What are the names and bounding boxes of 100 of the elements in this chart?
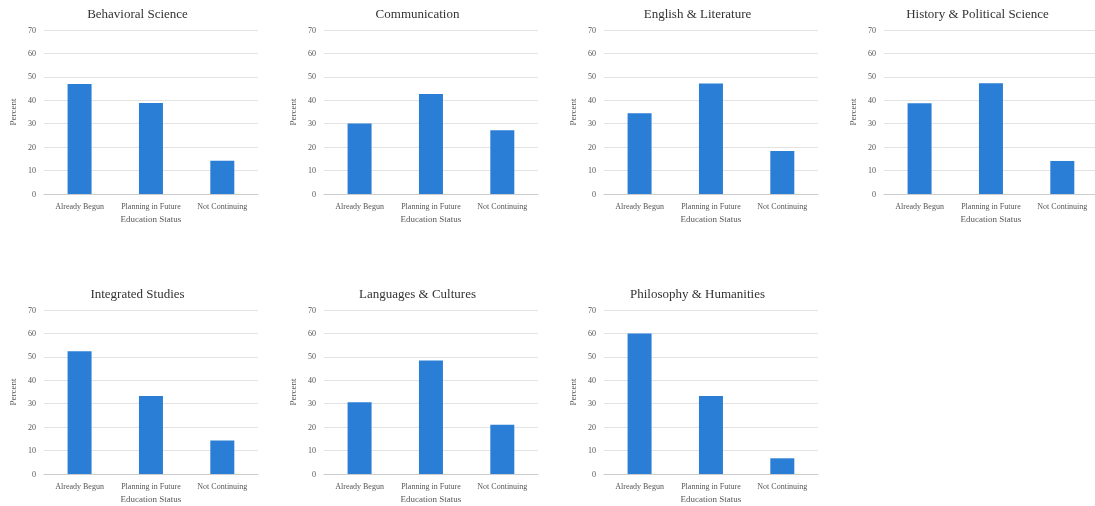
y-tick-label: 0 [591, 469, 596, 479]
bar [138, 103, 163, 194]
x-tick-label: Planning in Future [961, 201, 1022, 211]
bar [698, 395, 723, 474]
bar [978, 83, 1003, 194]
y-tick-label: 30 [307, 119, 316, 129]
y-tick-label: 30 [867, 119, 876, 129]
y-tick-label: 60 [27, 48, 36, 58]
y-tick-label: 60 [587, 48, 596, 58]
x-axis-title: Education Status [680, 214, 742, 225]
y-tick-label: 40 [867, 95, 876, 105]
bar [67, 83, 92, 194]
y-tick-label: 20 [587, 422, 596, 432]
x-axis-title: Education Status [120, 494, 182, 505]
y-axis-title: Percent [287, 98, 298, 126]
chart-title: History & Political Science [906, 6, 1050, 21]
x-tick-label: Planning in Future [121, 481, 182, 491]
y-tick-label: 0 [31, 189, 36, 199]
y-tick-label: 40 [587, 375, 596, 385]
bar [490, 424, 515, 474]
y-tick-label: 40 [307, 375, 316, 385]
y-tick-label: 30 [587, 119, 596, 129]
y-tick-label: 70 [307, 305, 316, 315]
x-axis-title: Education Status [960, 214, 1022, 225]
chart-title: Philosophy & Humanities [629, 286, 766, 301]
y-tick-label: 70 [27, 25, 36, 35]
y-tick-label: 50 [587, 352, 596, 362]
y-tick-label: 40 [587, 95, 596, 105]
x-tick-label: Already Begun [615, 481, 664, 491]
x-axis-title: Education Status [120, 214, 182, 225]
y-tick-label: 20 [307, 142, 316, 152]
y-tick-label: 40 [307, 95, 316, 105]
x-tick-label: Already Begun [335, 201, 384, 211]
x-axis-title: Education Status [400, 214, 462, 225]
y-tick-label: 10 [587, 166, 596, 176]
y-tick-label: 0 [311, 469, 316, 479]
y-tick-label: 70 [867, 25, 876, 35]
x-tick-label: Planning in Future [681, 201, 742, 211]
bar [770, 150, 795, 194]
bar [698, 83, 723, 194]
y-axis-title: Percent [7, 98, 18, 126]
y-tick-label: 50 [307, 72, 316, 82]
x-tick-label: Not Continuing [1037, 201, 1088, 211]
y-tick-label: 70 [27, 305, 36, 315]
y-axis-title: Percent [567, 378, 578, 406]
x-tick-label: Already Begun [335, 481, 384, 491]
x-tick-label: Not Continuing [477, 201, 528, 211]
y-tick-label: 60 [867, 48, 876, 58]
y-tick-label: 30 [307, 399, 316, 409]
bar [627, 333, 652, 474]
y-tick-label: 40 [27, 375, 36, 385]
bar [67, 351, 92, 474]
y-tick-label: 0 [871, 189, 876, 199]
y-tick-label: 70 [587, 25, 596, 35]
y-tick-label: 10 [867, 166, 876, 176]
y-tick-label: 10 [307, 446, 316, 456]
y-axis-title: Percent [287, 378, 298, 406]
y-tick-label: 20 [307, 422, 316, 432]
x-tick-label: Already Begun [55, 481, 104, 491]
y-tick-label: 30 [27, 119, 36, 129]
y-tick-label: 60 [307, 48, 316, 58]
bar [627, 113, 652, 194]
bar [770, 458, 795, 474]
x-tick-label: Already Begun [895, 201, 944, 211]
y-tick-label: 70 [587, 305, 596, 315]
bar [210, 160, 235, 194]
y-tick-label: 50 [307, 352, 316, 362]
y-tick-label: 20 [587, 142, 596, 152]
x-tick-label: Planning in Future [121, 201, 182, 211]
bar [347, 402, 372, 474]
bar [347, 123, 372, 194]
chart-title: Languages & Cultures [359, 286, 476, 301]
x-tick-label: Planning in Future [401, 201, 462, 211]
y-tick-label: 0 [591, 189, 596, 199]
x-tick-label: Already Begun [615, 201, 664, 211]
y-tick-label: 10 [587, 446, 596, 456]
y-tick-label: 0 [31, 469, 36, 479]
chart-title: Integrated Studies [90, 286, 185, 301]
x-axis-title: Education Status [400, 494, 462, 505]
y-tick-label: 50 [587, 72, 596, 82]
bar [907, 103, 932, 194]
x-tick-label: Not Continuing [197, 481, 248, 491]
bar [418, 360, 443, 474]
chart-title: English & Literature [643, 6, 752, 21]
y-tick-label: 10 [27, 446, 36, 456]
y-tick-label: 30 [587, 399, 596, 409]
bar [418, 93, 443, 194]
x-tick-label: Not Continuing [757, 201, 808, 211]
chart-title: Communication [375, 6, 460, 21]
x-tick-label: Already Begun [55, 201, 104, 211]
y-tick-label: 50 [867, 72, 876, 82]
x-tick-label: Not Continuing [477, 481, 528, 491]
bar [138, 395, 163, 474]
x-tick-label: Not Continuing [757, 481, 808, 491]
y-tick-label: 60 [27, 328, 36, 338]
y-tick-label: 20 [27, 422, 36, 432]
y-tick-label: 10 [27, 166, 36, 176]
bar [210, 440, 235, 474]
bar [1050, 160, 1075, 194]
y-axis-title: Percent [847, 98, 858, 126]
